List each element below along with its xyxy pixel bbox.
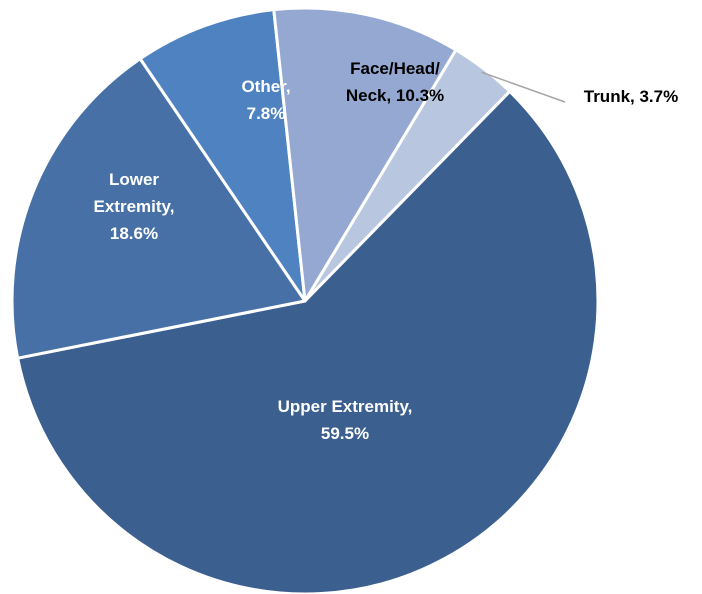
pie-slice-upper-extremity <box>16 89 600 594</box>
pie-label-line: Lower <box>109 170 159 189</box>
pie-slice-other <box>138 8 307 303</box>
pie-label-line: Face/Head/ <box>350 59 440 78</box>
pie-label-line: Other, <box>241 77 290 96</box>
pie-slice-face-head-neck <box>272 6 458 303</box>
pie-slice-lower-extremity <box>10 57 307 360</box>
trunk-leader-line <box>481 71 566 103</box>
pie-label-trunk: Trunk, 3.7% <box>584 87 678 106</box>
pie-label-line: Upper Extremity, <box>278 397 413 416</box>
pie-label-lower-extremity: Lower Extremity, 18.6% <box>94 170 175 243</box>
pie-label-face-head-neck: Face/Head/Neck, 10.3% <box>346 59 444 105</box>
pie-label-upper-extremity: Upper Extremity, 59.5% <box>278 397 413 443</box>
pie-label-line: 18.6% <box>110 224 158 243</box>
pie-label-other: Other, 7.8% <box>241 77 290 123</box>
pie-label-line: Extremity, <box>94 197 175 216</box>
pie-labels: Trunk, 3.7% Upper Extremity, 59.5% Lower Ext… <box>94 59 679 443</box>
pie-label-line: Neck, 10.3% <box>346 86 444 105</box>
pie-label-line: 7.8% <box>247 104 286 123</box>
pie-label-line: Trunk, 3.7% <box>584 87 678 106</box>
pie-label-line: 59.5% <box>321 424 369 443</box>
pie-slices <box>10 6 600 594</box>
